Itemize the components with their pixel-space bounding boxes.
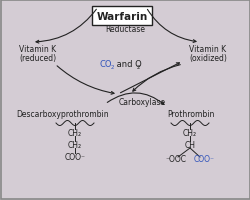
- Text: CO: CO: [100, 60, 112, 69]
- Text: (reduced): (reduced): [19, 53, 56, 62]
- Text: Prothrombin: Prothrombin: [167, 110, 214, 119]
- Text: 2: 2: [110, 65, 114, 70]
- Text: and O: and O: [114, 60, 141, 69]
- Text: Carboxylase: Carboxylase: [118, 98, 165, 107]
- Text: ⁻OOC: ⁻OOC: [165, 155, 186, 164]
- Text: COO⁻: COO⁻: [64, 153, 85, 162]
- Text: Reductase: Reductase: [104, 25, 144, 34]
- Text: CH₂: CH₂: [68, 140, 82, 149]
- Text: Descarboxyprothrombin: Descarboxyprothrombin: [16, 110, 109, 119]
- Text: Vitamin K: Vitamin K: [19, 45, 56, 54]
- Text: COO⁻: COO⁻: [193, 155, 214, 164]
- Text: 2: 2: [136, 65, 140, 70]
- Text: CH₂: CH₂: [182, 128, 196, 137]
- FancyBboxPatch shape: [92, 7, 152, 26]
- Text: Vitamin K: Vitamin K: [189, 45, 226, 54]
- Text: (oxidized): (oxidized): [188, 53, 226, 62]
- Text: Warfarin: Warfarin: [96, 11, 147, 21]
- Text: CH₂: CH₂: [68, 128, 82, 137]
- Text: CH: CH: [184, 140, 195, 149]
